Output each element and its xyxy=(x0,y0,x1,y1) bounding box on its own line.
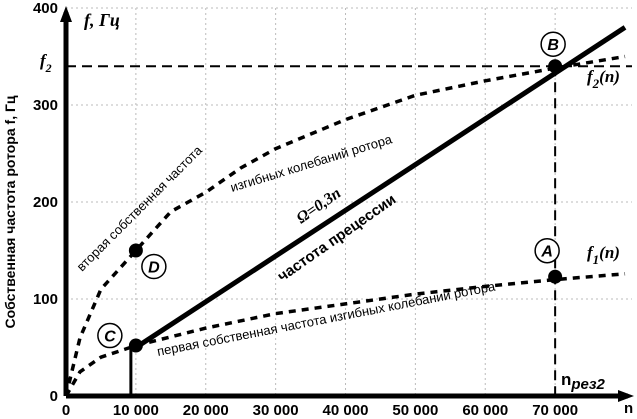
y-axis-label: Собственная частота ротора f, Гц xyxy=(2,95,18,328)
y-tick-label: 300 xyxy=(33,97,58,114)
x-tick-label: 70 000 xyxy=(532,402,578,419)
x-tick-label: 30 000 xyxy=(253,402,299,419)
x-tick-label: 0 xyxy=(62,402,70,419)
n-res-sub: рез2 xyxy=(570,376,605,393)
f1-curve-label-main: f xyxy=(587,243,595,262)
n-res-label: nрез2 xyxy=(561,370,606,393)
omega-label: Ω=0,3n xyxy=(294,185,345,228)
f2-curve-label-arg: (n) xyxy=(599,67,620,86)
x-tick-label: 40 000 xyxy=(323,402,369,419)
y-tick-label: 100 xyxy=(33,291,58,308)
f2-axis-label-main: f xyxy=(40,51,48,70)
point-letter-b: B xyxy=(547,37,559,54)
y-tick-label: 0 xyxy=(50,388,58,405)
f1-curve-label-arg: (n) xyxy=(599,243,620,262)
grid xyxy=(66,7,632,396)
point-badge-a xyxy=(534,237,560,264)
point-badge-b xyxy=(540,31,566,57)
x-tick-label: 60 000 xyxy=(462,402,508,419)
tick-labels: 0 100 200 300 400 0 10 000 20 000 30 000 40 000 50… xyxy=(33,0,578,419)
f2-curve-label-sub: 2 xyxy=(592,76,600,91)
y-axis-arrow xyxy=(60,6,72,22)
f2-axis-label: f2 xyxy=(40,51,52,75)
f1-curve-label: f1(n) xyxy=(587,243,620,267)
f2-curve-label-main: f xyxy=(587,67,595,86)
point-letter-d: D xyxy=(148,260,160,277)
x-axis-arrow xyxy=(618,390,634,402)
f1-curve-label-sub: 1 xyxy=(593,252,600,267)
x-tick-label: 50 000 xyxy=(392,402,438,419)
series-first-frequency xyxy=(64,272,626,397)
y-axis-title: f, Гц xyxy=(84,10,120,30)
point-b xyxy=(548,59,563,74)
point-badge-c xyxy=(97,322,123,349)
x-axis-label: n xyxy=(624,400,633,417)
series-second-frequency xyxy=(64,54,626,397)
series-layer xyxy=(64,25,632,397)
f2-axis-label-sub: 2 xyxy=(45,61,52,75)
point-a xyxy=(548,269,563,284)
second-frequency-label-part2: изгибных колебаний ротора xyxy=(228,131,394,195)
x-tick-label: 20 000 xyxy=(183,402,229,419)
point-letter-a: A xyxy=(540,244,553,261)
points-layer: A B C D xyxy=(97,31,566,353)
first-frequency-label: первая собственная частота изгибных коле… xyxy=(156,278,497,359)
point-c xyxy=(128,338,143,353)
precession-label: частота прецессии xyxy=(275,191,400,285)
point-letter-c: C xyxy=(104,329,116,346)
y-tick-label: 400 xyxy=(33,0,58,17)
x-tick-label: 10 000 xyxy=(113,402,159,419)
point-badge-d xyxy=(141,253,167,280)
y-tick-label: 200 xyxy=(33,194,58,211)
axes xyxy=(60,6,634,402)
series-precession xyxy=(134,25,627,350)
n-res-main: n xyxy=(561,370,571,389)
f2-curve-label: f2(n) xyxy=(587,67,620,91)
point-d xyxy=(128,243,143,258)
y-axis-title-text: f, Гц xyxy=(84,10,120,30)
